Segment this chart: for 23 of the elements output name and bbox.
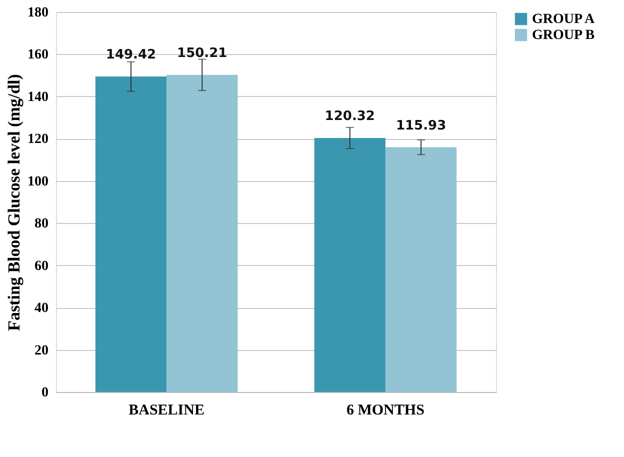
y-tick-label: 120 bbox=[28, 132, 48, 148]
y-tick-label: 20 bbox=[34, 343, 48, 358]
y-tick-label: 180 bbox=[28, 6, 48, 20]
legend-label: GROUP B bbox=[532, 28, 595, 43]
y-tick-label: 60 bbox=[34, 258, 48, 274]
y-tick-label: 40 bbox=[34, 301, 48, 316]
bar bbox=[95, 76, 167, 392]
data-label: 149.42 bbox=[106, 48, 156, 63]
data-label: 115.93 bbox=[396, 118, 446, 134]
y-axis-title: Fasting Blood Glucose level (mg/dl) bbox=[4, 74, 24, 331]
bar bbox=[314, 138, 386, 392]
bar bbox=[166, 74, 238, 392]
data-label: 120.32 bbox=[324, 108, 375, 124]
bar bbox=[385, 147, 457, 392]
data-label: 150.21 bbox=[177, 46, 228, 61]
y-tick-label: 160 bbox=[28, 48, 48, 63]
y-tick-label: 80 bbox=[34, 216, 48, 232]
y-tick-label: 100 bbox=[28, 174, 48, 190]
y-tick-label: 140 bbox=[28, 90, 48, 105]
legend-label: GROUP A bbox=[532, 12, 596, 27]
x-tick-label: 6 MONTHS bbox=[346, 402, 424, 418]
x-tick-label: BASELINE bbox=[128, 402, 204, 418]
y-tick-label: 0 bbox=[42, 386, 48, 400]
